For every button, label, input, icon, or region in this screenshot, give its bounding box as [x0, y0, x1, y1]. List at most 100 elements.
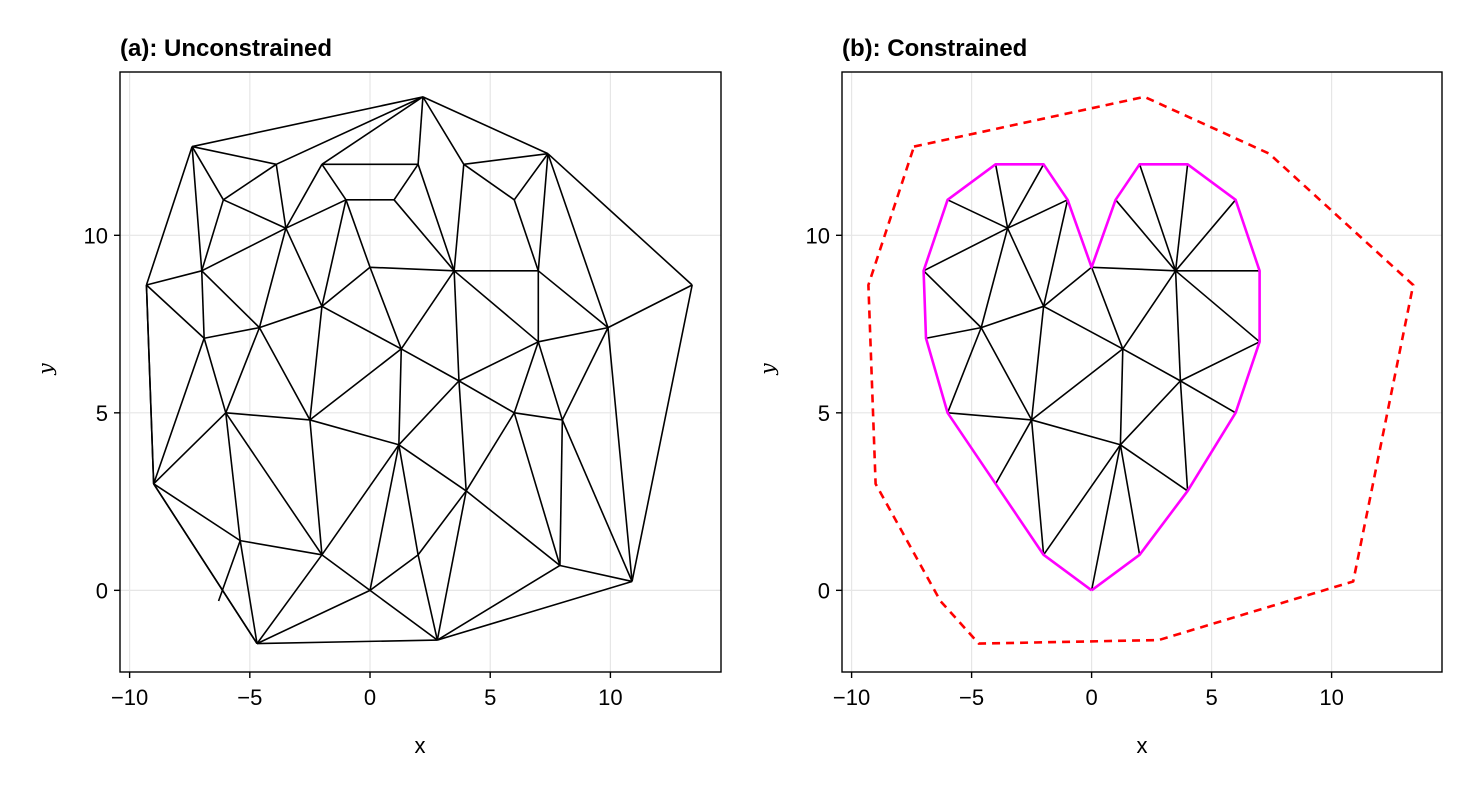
mesh-edge	[1090, 444, 1122, 591]
mesh-edge	[1114, 199, 1177, 272]
mesh-edge	[1043, 305, 1124, 350]
mesh-edge	[1042, 199, 1069, 307]
mesh-edge	[259, 305, 323, 329]
mesh-edge	[273, 483, 323, 556]
mesh-edge	[946, 327, 982, 414]
y-tick-label: 10	[84, 223, 108, 248]
mesh-edge	[393, 199, 455, 272]
mesh-edge	[513, 412, 561, 566]
mesh-edge	[537, 153, 549, 271]
mesh-edge	[607, 327, 633, 582]
mesh-edge	[1174, 270, 1182, 381]
mesh-edge	[309, 419, 323, 555]
mesh-edge	[561, 327, 609, 421]
mesh-edge	[422, 96, 465, 165]
mesh-edge	[923, 270, 982, 329]
mesh-edge	[345, 199, 371, 268]
plot-frame	[841, 71, 1443, 673]
x-tick-label: −10	[111, 685, 148, 710]
mesh-edge	[321, 266, 371, 307]
mesh-edge	[561, 419, 633, 582]
mesh-edge	[947, 412, 1032, 421]
mesh-edge	[458, 380, 467, 491]
panel-unconstrained: (a): Unconstrained −10 −5 0 5 10 0 5 10 x y	[33, 35, 722, 758]
mesh-edge	[1174, 164, 1189, 271]
mesh-edge	[1138, 164, 1177, 272]
mesh-edge	[191, 146, 203, 271]
mesh-edge	[1119, 348, 1124, 445]
mesh-edge	[258, 327, 311, 421]
mesh-edge	[275, 96, 424, 166]
mesh-edge	[453, 270, 539, 343]
mesh-edge	[465, 412, 515, 492]
mesh-edge	[980, 327, 1033, 421]
panel-title: (a): Unconstrained	[120, 35, 332, 62]
mesh-edge	[223, 199, 287, 229]
mesh-edge	[321, 96, 424, 165]
mesh-edge	[400, 270, 455, 350]
y-tick-label: 5	[96, 401, 108, 426]
mesh-edge	[321, 199, 347, 307]
mesh-edge	[994, 419, 1033, 485]
mesh-edge	[422, 96, 549, 155]
mesh-edge	[222, 163, 277, 201]
mesh-edge	[200, 270, 205, 339]
mesh-edge	[514, 412, 563, 421]
x-tick-label: 0	[1085, 685, 1097, 710]
mesh-edge	[309, 348, 402, 421]
panel-constrained: (b): Constrained −10 −5 0 5 10 0 5 10 x y	[755, 35, 1443, 758]
mesh-edge	[191, 96, 424, 148]
mesh-edge	[631, 284, 693, 582]
mesh-edge	[146, 270, 202, 286]
mesh-edge	[256, 554, 323, 645]
mesh-edge	[258, 228, 287, 328]
mesh-edge	[400, 348, 460, 382]
mesh-edge	[153, 412, 227, 485]
mesh-edge	[153, 483, 241, 542]
mesh-edge	[463, 152, 549, 166]
x-tick-label: 5	[484, 685, 496, 710]
mesh-edge	[225, 412, 275, 485]
mesh-edge	[994, 164, 1009, 229]
mesh-edge	[309, 419, 400, 446]
y-tick-label: 10	[806, 223, 830, 248]
mesh-edge	[240, 539, 323, 556]
mesh-edge	[1006, 227, 1045, 307]
mesh-edge	[1030, 419, 1045, 555]
mesh-edge	[393, 163, 419, 201]
mesh-edge	[513, 341, 540, 414]
mesh-edge	[398, 444, 467, 492]
mesh-edge	[1180, 341, 1260, 382]
mesh-edge	[285, 163, 323, 229]
mesh-edge	[436, 564, 561, 641]
mesh-edge	[513, 199, 540, 272]
mesh-edge	[463, 163, 515, 201]
mesh-edge	[453, 164, 465, 271]
mesh-edge	[417, 554, 439, 641]
y-tick-label: 0	[818, 578, 830, 603]
mesh-edge	[398, 348, 403, 445]
mesh-edge	[321, 444, 400, 556]
mesh-edge	[980, 228, 1009, 328]
mesh-edge	[1179, 380, 1189, 491]
mesh-edge	[465, 490, 561, 567]
mesh-edge	[256, 589, 371, 645]
mesh-edge	[239, 540, 258, 644]
mesh-edge	[513, 153, 549, 201]
mesh-edge	[1043, 266, 1093, 307]
mesh-edge	[152, 483, 258, 645]
x-axis-label: x	[415, 733, 426, 758]
mesh-edge	[285, 199, 347, 229]
mesh-edge	[1119, 380, 1181, 446]
mesh-edge	[225, 412, 310, 421]
mesh-edge	[191, 146, 225, 201]
panel-title: (b): Constrained	[842, 35, 1027, 62]
mesh-edge	[436, 490, 467, 641]
mesh-edge	[1174, 199, 1237, 272]
mesh-edge	[309, 306, 323, 421]
mesh-edge	[224, 412, 241, 541]
y-tick-label: 5	[818, 401, 830, 426]
mesh-edge	[145, 146, 193, 286]
mesh-edge	[537, 270, 609, 329]
x-tick-label: 10	[1319, 685, 1343, 710]
